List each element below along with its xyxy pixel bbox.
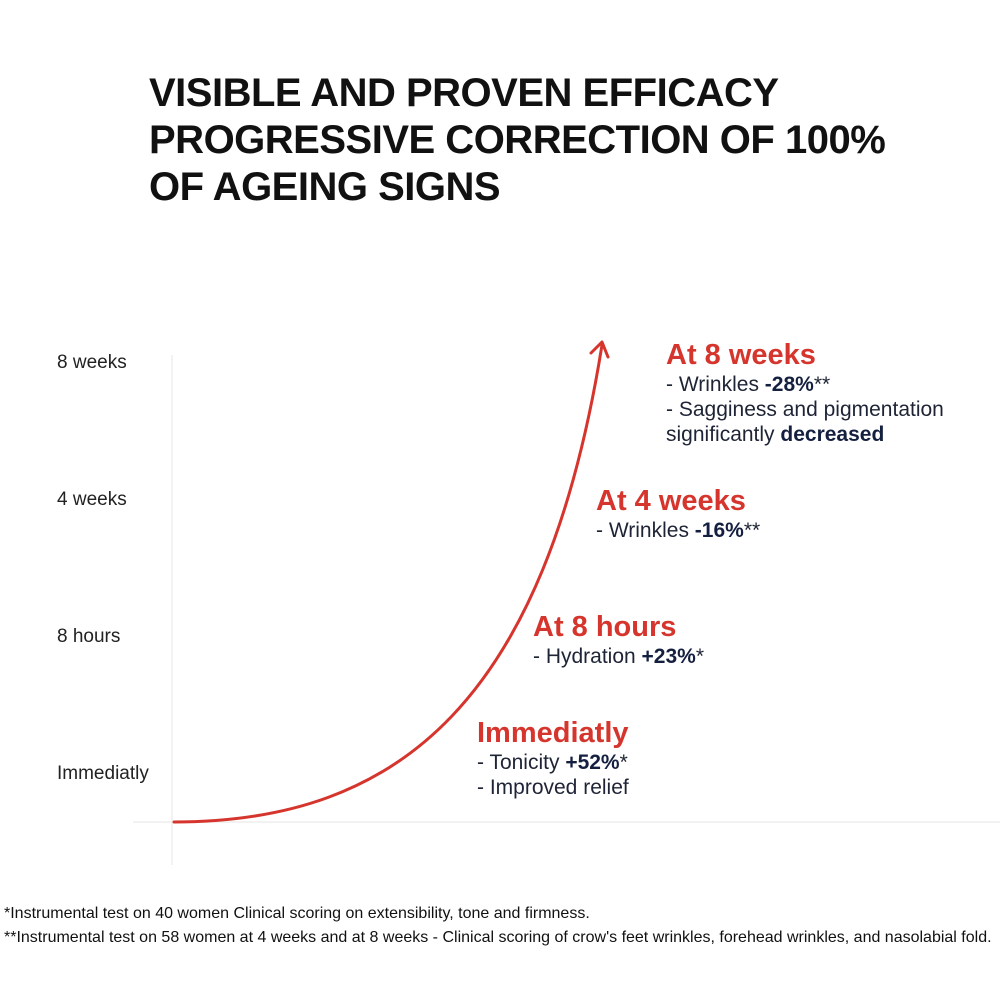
milestone-detail: - Hydration +23%* bbox=[533, 645, 705, 668]
milestone-heading: At 4 weeks bbox=[596, 485, 746, 517]
milestone-detail: - Sagginess and pigmentation bbox=[666, 398, 944, 421]
milestone-detail: - Tonicity +52%* bbox=[477, 751, 628, 774]
footnotes: *Instrumental test on 40 women Clinical … bbox=[4, 902, 999, 950]
milestone-detail: - Improved relief bbox=[477, 776, 629, 799]
progress-curve bbox=[172, 343, 604, 824]
milestone-heading: Immediatly bbox=[477, 717, 629, 749]
y-tick-label-4-weeks: 4 weeks bbox=[57, 489, 127, 510]
footnote-2: **Instrumental test on 58 women at 4 wee… bbox=[4, 929, 992, 946]
y-tick-label-immediatly: Immediatly bbox=[57, 763, 149, 784]
milestone-immediatly: Immediatly - Tonicity +52%* - Improved r… bbox=[477, 716, 629, 800]
title-line-2: PROGRESSIVE CORRECTION OF 100% bbox=[149, 118, 886, 162]
milestone-heading: At 8 weeks bbox=[666, 339, 816, 371]
title-line-3: OF AGEING SIGNS bbox=[149, 165, 501, 209]
milestone-heading: At 8 hours bbox=[533, 611, 677, 643]
milestone-detail: - Wrinkles -16%** bbox=[596, 519, 761, 542]
milestone-detail: - Wrinkles -28%** bbox=[666, 373, 831, 396]
milestone-detail: significantly decreased bbox=[666, 423, 885, 446]
milestone-8-hours: At 8 hours - Hydration +23%* bbox=[533, 610, 704, 669]
footnote-1: *Instrumental test on 40 women Clinical … bbox=[4, 905, 590, 922]
milestone-4-weeks: At 4 weeks - Wrinkles -16%** bbox=[596, 484, 760, 543]
y-tick-label-8-weeks: 8 weeks bbox=[57, 352, 127, 373]
curve-arrowhead bbox=[589, 340, 610, 359]
title-line-1: VISIBLE AND PROVEN EFFICACY bbox=[149, 71, 779, 115]
milestone-8-weeks: At 8 weeks - Wrinkles -28%** - Sagginess… bbox=[666, 338, 944, 447]
page-title: VISIBLE AND PROVEN EFFICACY PROGRESSIVE … bbox=[149, 70, 989, 211]
y-tick-label-8-hours: 8 hours bbox=[57, 626, 121, 647]
